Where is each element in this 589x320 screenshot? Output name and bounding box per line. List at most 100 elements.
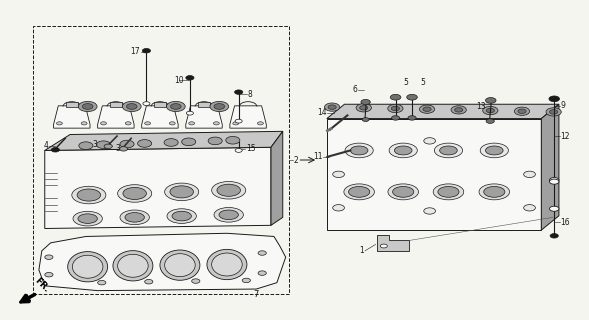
Circle shape <box>486 119 494 123</box>
Circle shape <box>362 118 369 122</box>
Circle shape <box>514 107 530 116</box>
Circle shape <box>125 122 131 125</box>
Circle shape <box>380 244 388 248</box>
Polygon shape <box>154 102 166 108</box>
Text: 5: 5 <box>420 78 425 87</box>
Circle shape <box>123 101 141 112</box>
Circle shape <box>455 108 463 112</box>
Circle shape <box>392 116 400 120</box>
Ellipse shape <box>350 146 368 155</box>
Circle shape <box>127 104 137 109</box>
Circle shape <box>234 90 243 94</box>
Ellipse shape <box>113 251 153 281</box>
Ellipse shape <box>345 143 373 158</box>
Circle shape <box>325 103 340 111</box>
Polygon shape <box>198 102 210 108</box>
Circle shape <box>423 208 435 214</box>
Circle shape <box>235 148 242 152</box>
Circle shape <box>98 280 106 285</box>
Ellipse shape <box>167 209 196 223</box>
Circle shape <box>79 142 93 149</box>
Polygon shape <box>541 104 559 230</box>
Polygon shape <box>327 104 559 119</box>
Circle shape <box>120 140 134 148</box>
Polygon shape <box>39 233 286 291</box>
Circle shape <box>258 251 266 255</box>
Circle shape <box>120 147 128 151</box>
Text: 12: 12 <box>561 132 570 140</box>
Circle shape <box>258 271 266 275</box>
Ellipse shape <box>393 187 414 197</box>
Ellipse shape <box>73 211 102 226</box>
Circle shape <box>524 204 535 211</box>
Ellipse shape <box>480 143 508 158</box>
Text: 6: 6 <box>352 85 358 94</box>
Circle shape <box>485 98 496 103</box>
Circle shape <box>408 116 416 120</box>
Ellipse shape <box>160 250 200 280</box>
Circle shape <box>524 171 535 178</box>
Circle shape <box>45 255 53 260</box>
Text: 13: 13 <box>476 102 485 111</box>
Polygon shape <box>54 106 90 128</box>
Circle shape <box>391 94 401 100</box>
Circle shape <box>104 144 112 148</box>
Circle shape <box>143 102 150 106</box>
Ellipse shape <box>78 214 97 223</box>
Text: 3: 3 <box>93 140 98 149</box>
Ellipse shape <box>438 187 459 197</box>
Text: 15: 15 <box>246 144 256 153</box>
Circle shape <box>170 104 181 109</box>
Circle shape <box>45 272 53 277</box>
Circle shape <box>170 122 175 125</box>
Circle shape <box>167 101 185 112</box>
Circle shape <box>356 104 372 112</box>
Text: 7: 7 <box>253 290 259 299</box>
Ellipse shape <box>439 146 457 155</box>
Ellipse shape <box>120 210 150 225</box>
Circle shape <box>423 138 435 144</box>
Circle shape <box>57 122 62 125</box>
Circle shape <box>360 106 368 110</box>
Circle shape <box>138 140 152 147</box>
Ellipse shape <box>170 186 193 198</box>
Ellipse shape <box>125 212 144 222</box>
Text: 2: 2 <box>293 156 298 164</box>
Text: 16: 16 <box>561 218 570 227</box>
Text: 17: 17 <box>130 47 140 56</box>
Ellipse shape <box>389 143 418 158</box>
Circle shape <box>242 278 250 283</box>
Ellipse shape <box>123 188 147 199</box>
Circle shape <box>97 141 111 148</box>
Text: 14: 14 <box>317 108 327 117</box>
Ellipse shape <box>388 184 419 200</box>
Text: 5: 5 <box>404 78 409 87</box>
Ellipse shape <box>434 143 462 158</box>
Circle shape <box>164 139 178 146</box>
Circle shape <box>214 104 224 109</box>
Ellipse shape <box>165 254 195 276</box>
Bar <box>33 26 289 294</box>
Ellipse shape <box>165 183 198 201</box>
Text: 4: 4 <box>44 141 49 150</box>
Circle shape <box>191 279 200 283</box>
Circle shape <box>361 100 370 105</box>
Ellipse shape <box>349 187 370 197</box>
Ellipse shape <box>172 211 191 221</box>
Text: 10: 10 <box>174 76 184 85</box>
Text: 8: 8 <box>247 90 252 99</box>
Circle shape <box>333 171 345 178</box>
Text: 1: 1 <box>359 246 364 255</box>
Polygon shape <box>45 131 283 150</box>
Ellipse shape <box>214 207 243 222</box>
Circle shape <box>483 107 498 115</box>
Polygon shape <box>230 106 266 128</box>
Polygon shape <box>45 147 271 228</box>
Circle shape <box>257 122 263 125</box>
Circle shape <box>145 122 151 125</box>
Ellipse shape <box>72 186 106 204</box>
Circle shape <box>550 178 559 183</box>
Ellipse shape <box>118 185 152 202</box>
Circle shape <box>487 108 494 113</box>
Ellipse shape <box>219 210 239 220</box>
